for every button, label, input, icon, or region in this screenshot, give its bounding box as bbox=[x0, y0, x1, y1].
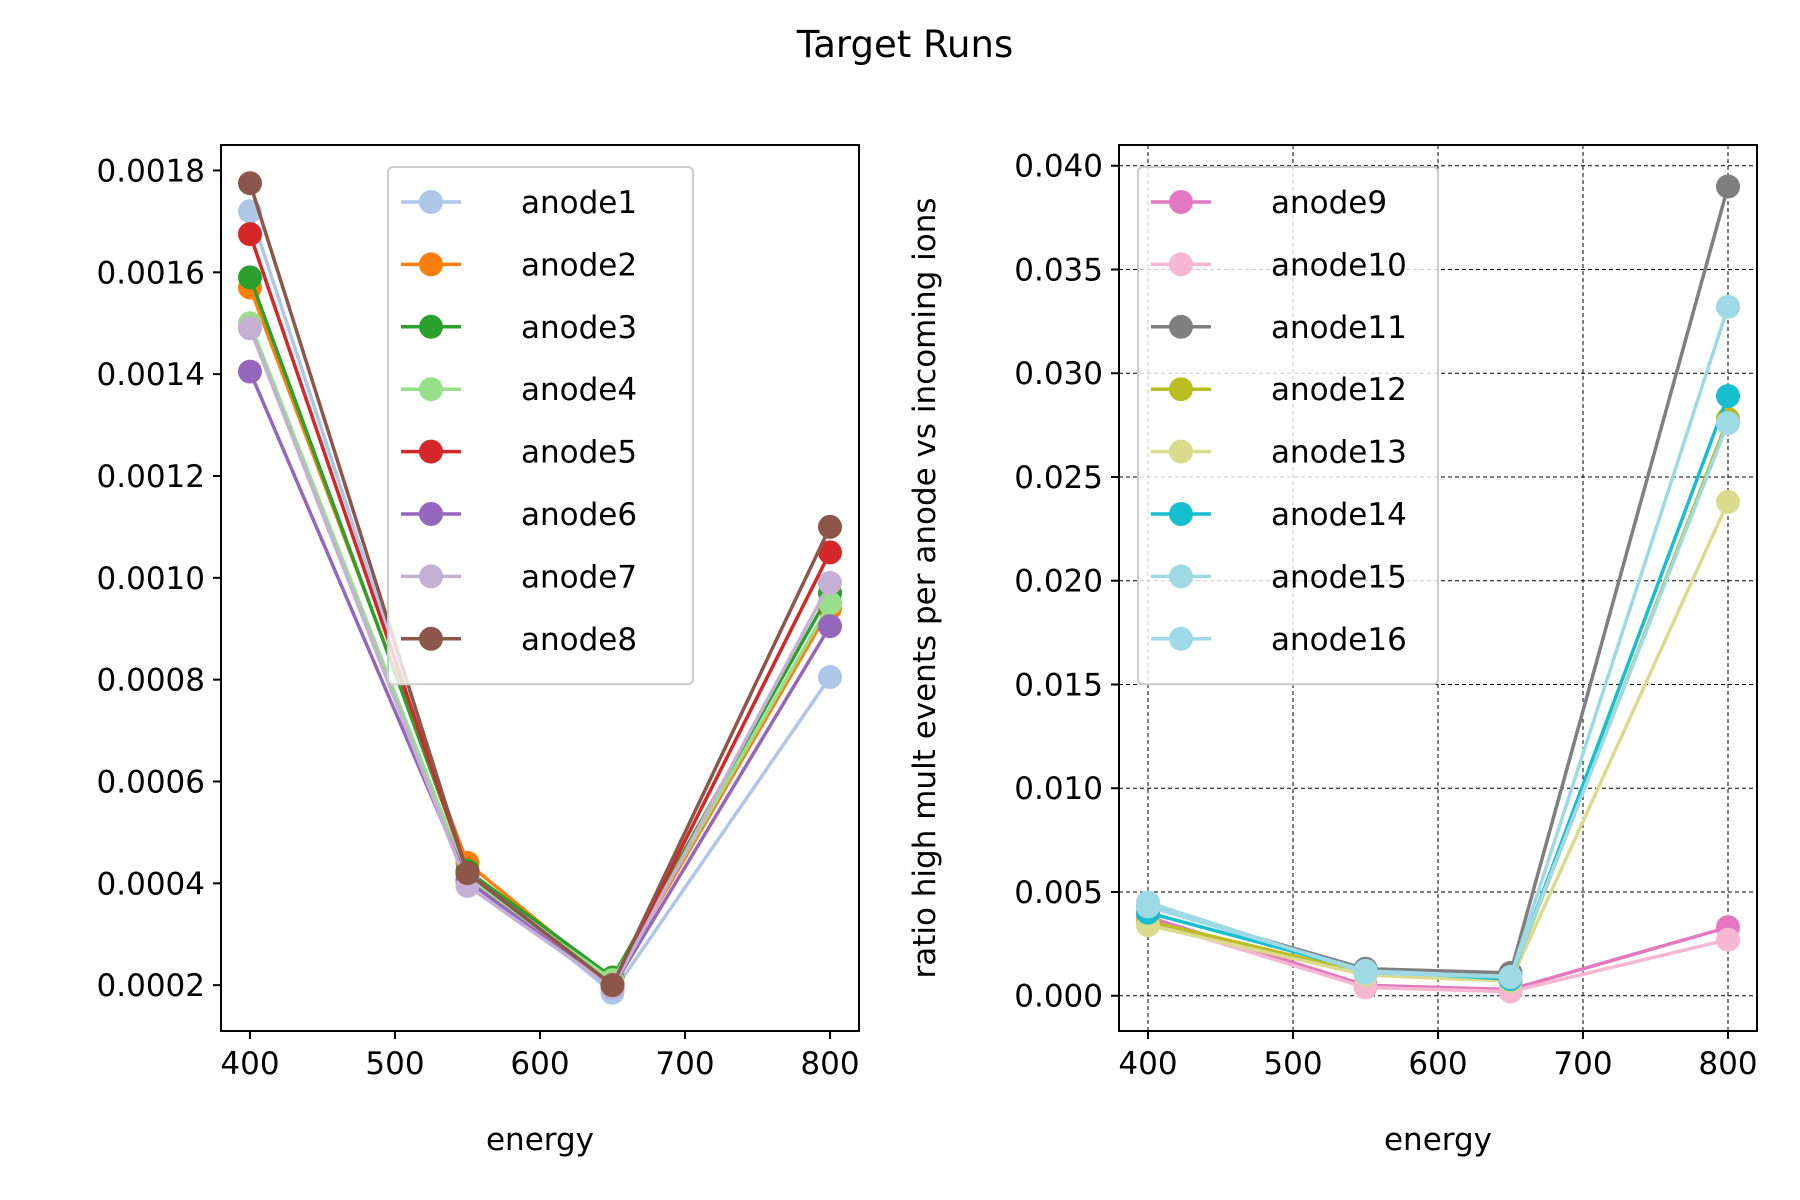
legend-marker-anode2 bbox=[419, 252, 443, 277]
x-tick-label: 400 bbox=[1118, 1046, 1177, 1082]
legend-label-anode7: anode7 bbox=[521, 559, 637, 595]
data-point-anode3 bbox=[238, 265, 262, 290]
legend-marker-anode5 bbox=[419, 439, 443, 464]
y-tick-label: 0.0016 bbox=[97, 255, 205, 291]
legend-marker-anode1 bbox=[419, 190, 443, 214]
legend-label-anode15: anode15 bbox=[1271, 559, 1407, 595]
data-point-anode5 bbox=[238, 222, 262, 247]
data-point-anode16 bbox=[1716, 411, 1740, 436]
legend-marker-anode15 bbox=[1169, 564, 1193, 589]
legend-label-anode12: anode12 bbox=[1271, 372, 1407, 408]
data-point-anode16 bbox=[1498, 965, 1523, 990]
legend-label-anode4: anode4 bbox=[521, 372, 637, 408]
legend-marker-anode16 bbox=[1169, 626, 1193, 651]
x-tick-label: 800 bbox=[800, 1046, 859, 1082]
y-tick-label: 0.0010 bbox=[97, 561, 205, 597]
data-point-anode10 bbox=[1716, 927, 1740, 952]
data-point-anode16 bbox=[1136, 890, 1160, 915]
x-tick-label: 800 bbox=[1698, 1046, 1757, 1082]
data-point-anode7 bbox=[238, 316, 262, 341]
y-tick-label: 0.0006 bbox=[97, 764, 205, 800]
y-tick-label: 0.0004 bbox=[97, 866, 205, 902]
data-point-anode8 bbox=[238, 171, 262, 196]
legend-marker-anode7 bbox=[419, 564, 443, 589]
legend-marker-anode10 bbox=[1169, 252, 1193, 277]
series-line-anode16 bbox=[1147, 422, 1730, 979]
legend-marker-anode11 bbox=[1169, 314, 1193, 339]
series-line-anode10 bbox=[1147, 919, 1729, 994]
legend-label-anode9: anode9 bbox=[1271, 185, 1387, 221]
data-point-anode6 bbox=[818, 614, 842, 639]
legend-label-anode14: anode14 bbox=[1271, 497, 1407, 533]
legend-marker-anode13 bbox=[1169, 439, 1193, 464]
data-point-anode8 bbox=[818, 514, 842, 539]
legend-marker-anode8 bbox=[419, 626, 443, 651]
data-point-anode16 bbox=[1353, 960, 1378, 985]
y-tick-label: 0.0012 bbox=[97, 459, 205, 495]
legend-label-anode11: anode11 bbox=[1271, 310, 1407, 346]
legend-label-anode3: anode3 bbox=[521, 310, 637, 346]
figure-title: Target Runs bbox=[796, 23, 1013, 66]
data-point-anode11 bbox=[1716, 174, 1740, 199]
data-point-anode7 bbox=[818, 570, 842, 595]
y-tick-label: 0.000 bbox=[1014, 979, 1103, 1015]
legend-marker-anode9 bbox=[1169, 190, 1193, 214]
data-point-anode8 bbox=[600, 973, 625, 998]
legend-label-anode8: anode8 bbox=[521, 622, 637, 658]
x-tick-label: 600 bbox=[1408, 1046, 1467, 1082]
series-line-anode8 bbox=[248, 182, 832, 988]
data-point-anode14 bbox=[1716, 384, 1740, 409]
series-line-anode13 bbox=[1147, 501, 1730, 984]
x-axis-label: energy bbox=[1384, 1122, 1492, 1158]
y-tick-label: 0.030 bbox=[1014, 356, 1103, 392]
x-tick-label: 500 bbox=[365, 1046, 424, 1082]
legend-marker-anode4 bbox=[419, 377, 443, 402]
data-point-anode5 bbox=[818, 540, 842, 565]
data-point-anode1 bbox=[818, 665, 842, 690]
legend-marker-anode3 bbox=[419, 314, 443, 339]
y-tick-label: 0.035 bbox=[1014, 252, 1103, 288]
left-panel: 400 500 600 700 800 0.0002 0.0004 0.0006 0.0008 0… bbox=[97, 144, 860, 1158]
x-tick-label: 700 bbox=[655, 1046, 714, 1082]
legend-box bbox=[1137, 166, 1439, 686]
y-tick-label: 0.0018 bbox=[97, 153, 205, 189]
y-tick-label: 0.015 bbox=[1014, 667, 1103, 703]
x-tick-label: 500 bbox=[1263, 1046, 1322, 1082]
legend-label-anode10: anode10 bbox=[1271, 247, 1407, 283]
y-tick-label: 0.025 bbox=[1014, 460, 1103, 496]
data-point-anode8 bbox=[455, 861, 480, 886]
series-line-anode7 bbox=[248, 327, 832, 991]
y-tick-label: 0.005 bbox=[1014, 875, 1103, 911]
series-line-anode6 bbox=[248, 370, 832, 991]
y-tick-label: 0.0002 bbox=[97, 968, 205, 1004]
y-tick-label: 0.0008 bbox=[97, 663, 205, 699]
y-axis-label: ratio high mult events per anode vs inco… bbox=[907, 197, 943, 978]
y-tick-label: 0.020 bbox=[1014, 564, 1103, 600]
legend-marker-anode6 bbox=[419, 502, 443, 526]
x-tick-label: 700 bbox=[1553, 1046, 1612, 1082]
x-tick-label: 600 bbox=[510, 1046, 569, 1082]
y-tick-label: 0.040 bbox=[1014, 149, 1103, 185]
data-point-anode13 bbox=[1716, 489, 1740, 514]
right-panel: 400 500 600 700 800 0.000 0.005 0.010 0.015 0.020… bbox=[907, 144, 1758, 1158]
x-axis-label: energy bbox=[486, 1122, 594, 1158]
legend-marker-anode12 bbox=[1169, 377, 1193, 402]
legend-label-anode2: anode2 bbox=[521, 247, 637, 283]
y-tick-label: 0.0014 bbox=[97, 357, 205, 393]
legend-label-anode13: anode13 bbox=[1271, 435, 1407, 471]
legend-marker-anode14 bbox=[1169, 502, 1193, 526]
legend-box bbox=[387, 166, 694, 686]
data-point-anode6 bbox=[238, 359, 262, 384]
legend-label-anode6: anode6 bbox=[521, 497, 637, 533]
legend-label-anode5: anode5 bbox=[521, 435, 637, 471]
data-point-anode15 bbox=[1716, 294, 1740, 319]
y-tick-label: 0.010 bbox=[1014, 771, 1103, 807]
legend-label-anode1: anode1 bbox=[521, 185, 637, 221]
legend-label-anode16: anode16 bbox=[1271, 622, 1407, 658]
x-tick-label: 400 bbox=[220, 1046, 279, 1082]
